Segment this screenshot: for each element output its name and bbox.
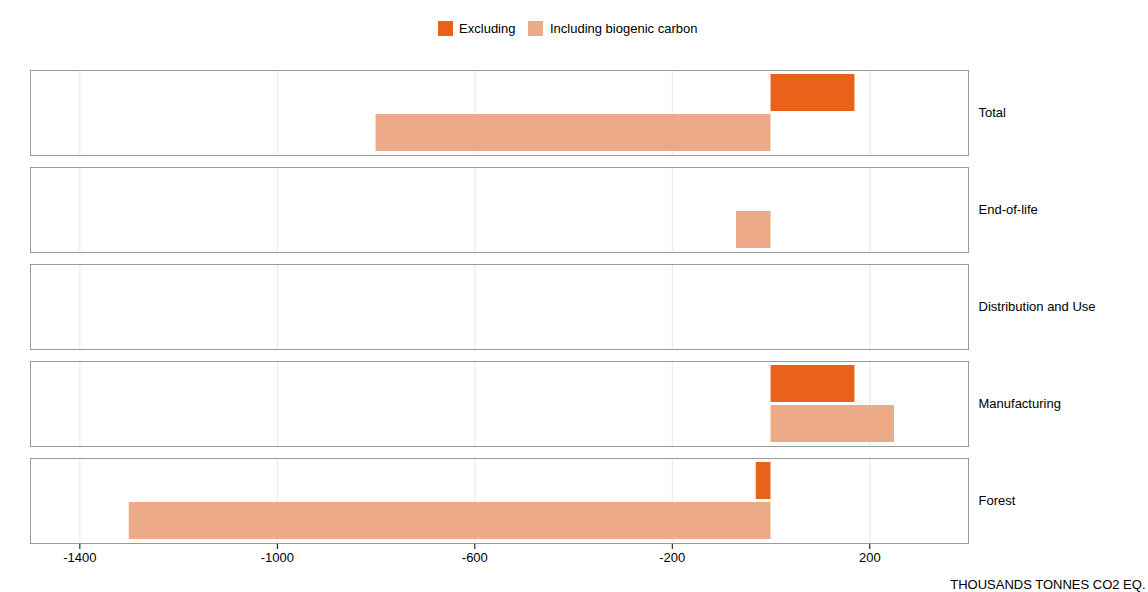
svg-text:Manufacturing: Manufacturing (979, 396, 1061, 411)
svg-text:Total: Total (979, 105, 1007, 120)
html-text:Including biogenic carbon: Including biogenic carbon (550, 21, 698, 36)
svg-text:-1000: -1000 (261, 549, 294, 564)
svg-text:End-of-life: End-of-life (979, 202, 1038, 217)
svg-text:-200: -200 (659, 549, 685, 564)
svg-text:THOUSANDS TONNES CO2 EQ.: THOUSANDS TONNES CO2 EQ. (950, 576, 1145, 591)
svg-text:-600: -600 (462, 549, 488, 564)
svg-text:Forest: Forest (979, 493, 1016, 508)
svg-text:-1400: -1400 (63, 549, 96, 564)
html-text:Excluding: Excluding (459, 21, 516, 36)
svg-text:200: 200 (859, 549, 881, 564)
svg-text:Distribution and Use: Distribution and Use (979, 299, 1096, 314)
